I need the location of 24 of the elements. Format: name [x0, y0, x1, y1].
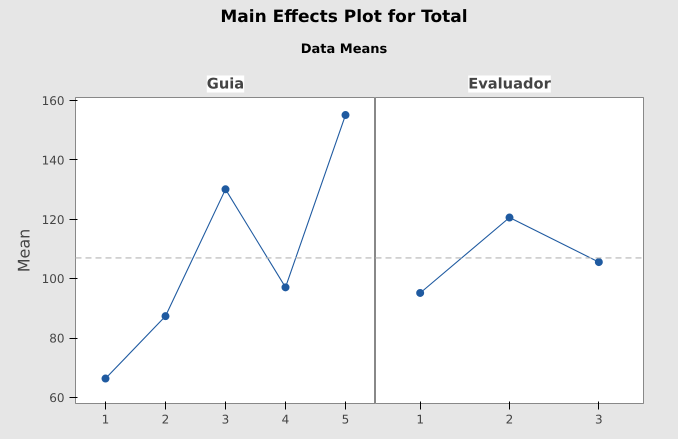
- y-tick-label: 80: [49, 332, 65, 346]
- x-tick-label: 2: [506, 412, 514, 426]
- x-tick-label: 5: [342, 412, 350, 426]
- point: [342, 111, 350, 120]
- y-tick-label: 120: [42, 212, 64, 227]
- chart-subtitle: Data Means: [300, 41, 388, 59]
- point: [102, 374, 110, 383]
- point: [222, 185, 230, 194]
- x-tick-label: 4: [282, 412, 290, 426]
- x-tick-label: 1: [416, 412, 424, 426]
- point: [282, 283, 290, 292]
- x-tick-label: 3: [595, 412, 603, 426]
- x-axis-title: Evaluador: [468, 76, 552, 92]
- x-tick-label: 1: [102, 412, 110, 426]
- point: [162, 312, 170, 320]
- y-axis-title: Mean: [14, 228, 34, 272]
- x-tick-label: 3: [222, 412, 230, 426]
- y-tick-label: 160: [42, 94, 64, 108]
- y-tick-label: 100: [42, 272, 64, 286]
- y-tick-label: 140: [42, 153, 64, 168]
- chart-title: Main Effects Plot for Total: [220, 6, 468, 29]
- y-tick-label: 60: [49, 391, 65, 406]
- x-tick-label: 2: [162, 412, 170, 426]
- x-axis-title: Guia: [206, 76, 244, 92]
